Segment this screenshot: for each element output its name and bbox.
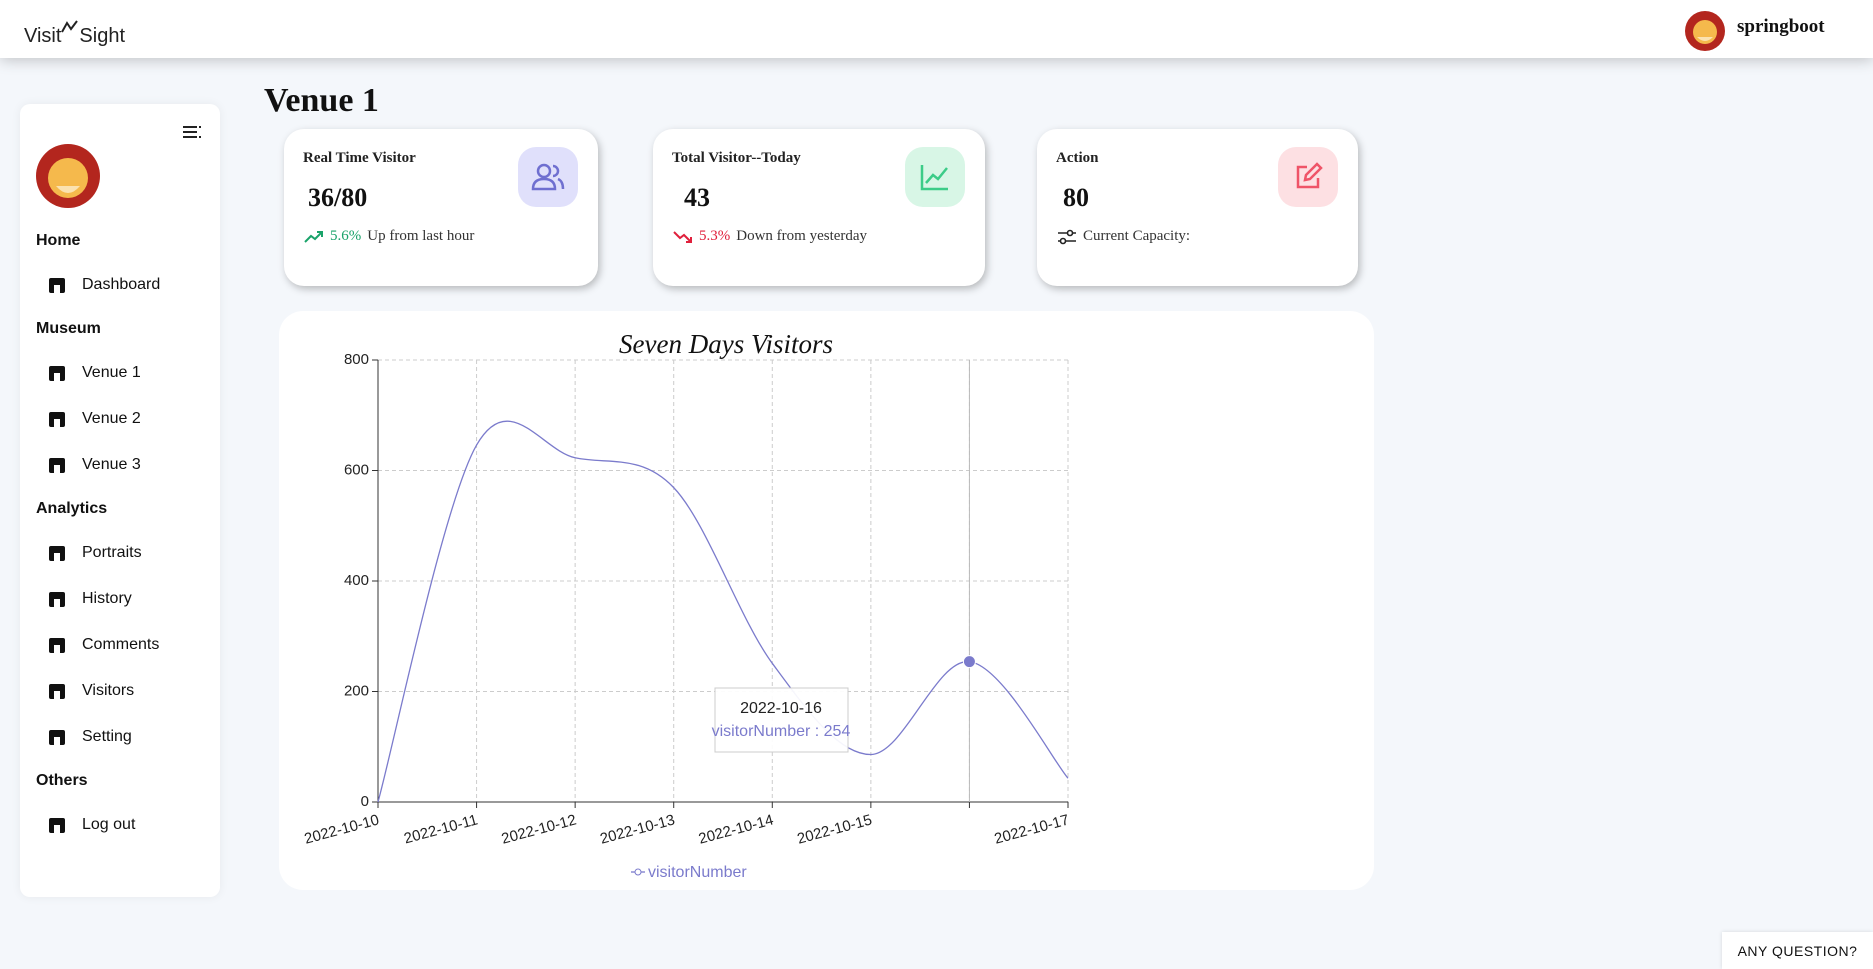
nav-section-title: Museum [36,320,101,337]
x-tick-label: 2022-10-17 [993,811,1072,847]
nav-label: Venue 3 [82,456,141,473]
chart-title: Seven Days Visitors [619,329,833,359]
card-value: 36/80 [308,183,368,212]
sliders-icon [1058,229,1076,244]
nav-section-title: Analytics [36,500,108,517]
x-tick-label: 2022-10-15 [795,811,874,847]
nav-item[interactable]: Log out [46,814,135,836]
nav-label: Comments [82,636,160,653]
nav-icon [49,684,65,699]
x-tick-label: 2022-10-12 [500,811,579,847]
card-change: 5.3% [699,228,731,244]
card-note-text: Current Capacity: [1083,228,1191,244]
nav-icon [49,458,65,473]
card-icon[interactable] [1278,147,1338,207]
tooltip-box [714,687,849,753]
tooltip-title: 2022-10-16 [740,700,822,717]
nav-label: Dashboard [82,276,161,293]
series-line [377,420,1069,803]
card-value: 43 [684,183,710,212]
nav-icon [49,412,65,427]
nav-label: Setting [82,728,132,745]
sidebar: Home Dashboard Museum Venue 1 Venue 2 Venue 3… [20,104,220,897]
card-change: 5.6% [330,228,362,244]
y-tick-label: 0 [361,793,369,810]
trend-down-icon [673,230,692,243]
user-avatar[interactable] [1685,11,1725,51]
tooltip-number: 254 [824,723,851,740]
trend-up-icon [304,230,323,243]
nav-label: Log out [82,816,136,833]
nav-icon [49,366,65,381]
stat-card: Real Time Visitor 36/80 5.6% Up from last… [284,129,598,286]
nav-section-title: Home [36,232,81,249]
nav-icon [49,818,65,833]
y-tick-label: 200 [344,682,369,699]
y-tick-label: 800 [344,351,369,368]
card-note-text: Up from last hour [367,228,475,244]
nav-icon [49,278,65,293]
x-tick-label: 2022-10-14 [697,811,776,847]
user-name[interactable]: springboot [1737,16,1825,37]
brand[interactable]: Visit Sight [24,20,125,48]
tooltip: 2022-10-16 visitorNumber : 254 [712,687,851,753]
sidebar-avatar [36,144,100,208]
nav-icon [49,546,65,561]
y-tick-label: 600 [344,461,369,478]
card-title: Action [1056,150,1099,166]
nav-label: Visitors [82,682,135,699]
nav-item[interactable]: Venue 3 [46,454,141,476]
card-value: 80 [1063,183,1089,212]
nav-icon [49,730,65,745]
stat-card: Total Visitor--Today 43 5.3% Down from ye… [653,129,985,286]
stat-card: Action 80 Current Capacity: [1037,129,1358,286]
header: Visit Sight springboot [0,0,1873,58]
chart-card: Seven Days Visitors 0 200 400 600 800 2022-10… [279,311,1374,890]
nav-section-title: Others [36,772,88,789]
x-tick-label: 2022-10-13 [598,811,677,847]
tooltip-sep: : [810,723,823,740]
tooltip-value: visitorNumber : 254 [712,723,851,740]
legend[interactable]: visitorNumber [631,864,747,881]
card-title: Total Visitor--Today [672,150,801,166]
nav-label: Venue 2 [82,410,141,427]
x-tick-label: 2022-10-11 [402,811,479,847]
card-note: 5.3% Down from yesterday [673,228,867,245]
brand-right: Sight [79,25,126,47]
nav-item[interactable]: Venue 2 [46,408,141,430]
page-title: Venue 1 [264,82,379,119]
card-note-text: Down from yesterday [736,228,868,244]
card-note: 5.6% Up from last hour [304,228,474,245]
nav-label: History [82,590,132,607]
nav-item[interactable]: Portraits [46,542,142,564]
menu-toggle[interactable] [182,124,202,140]
tooltip-series: visitorNumber [712,723,811,740]
card-icon [518,147,578,207]
nav-item[interactable]: Comments [46,634,159,656]
nav-item[interactable]: Visitors [46,680,134,702]
card-note: Current Capacity: [1057,228,1190,245]
nav-label: Venue 1 [82,364,141,381]
y-tick-label: 400 [344,572,369,589]
x-tick-label: 2022-10-10 [303,811,382,847]
card-title: Real Time Visitor [303,150,416,166]
point [962,655,976,669]
nav-item[interactable]: Dashboard [46,274,160,296]
nav-icon [49,592,65,607]
card-icon [905,147,965,207]
nav-item[interactable]: Setting [46,726,132,748]
nav-icon [49,638,65,653]
nav-item[interactable]: History [46,588,132,610]
nav-item[interactable]: Venue 1 [46,362,141,384]
brand-left: Visit [24,25,62,47]
nav-label: Portraits [82,544,142,561]
legend-marker [634,868,642,876]
chart: Seven Days Visitors 0 200 400 600 800 2022-10… [303,329,1072,881]
help-button[interactable]: ANY QUESTION? [1722,932,1873,969]
legend-label: visitorNumber [648,864,747,881]
brand-icon [61,20,79,33]
